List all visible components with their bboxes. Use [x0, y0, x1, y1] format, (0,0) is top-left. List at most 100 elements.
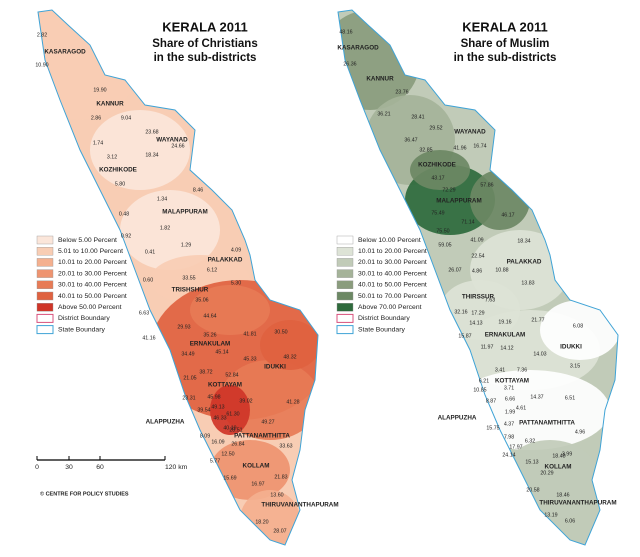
value-label: 14.12 — [500, 345, 513, 351]
district-label: WAYANAD — [454, 129, 486, 136]
value-label: 0.41 — [145, 249, 155, 255]
value-label: 23.31 — [182, 395, 195, 401]
value-label: 2.82 — [37, 32, 47, 38]
legend-swatch — [336, 313, 354, 323]
value-label: 8.09 — [200, 433, 210, 439]
map-subtitle: Share of Christians — [152, 38, 257, 50]
value-label: 52.84 — [225, 372, 238, 378]
legend-swatch — [336, 291, 354, 301]
legend-swatch — [36, 280, 54, 289]
region — [240, 490, 300, 545]
value-label: 24.66 — [171, 143, 184, 149]
district-label: TRISHSHUR — [172, 287, 209, 294]
value-label: 16.09 — [211, 439, 224, 445]
legend-label: State Boundary — [358, 326, 405, 333]
value-label: 44.64 — [203, 313, 216, 319]
value-label: 26.36 — [343, 61, 356, 67]
value-label: 0.92 — [121, 233, 131, 239]
district-label: KANNUR — [96, 101, 124, 108]
value-label: 32.16 — [454, 309, 467, 315]
value-label: 48.16 — [339, 29, 352, 35]
value-label: 10.90 — [35, 62, 48, 68]
district-label: KOTTAYAM — [495, 378, 529, 385]
region — [540, 300, 618, 360]
legend-swatch — [336, 258, 354, 267]
value-label: 39.02 — [239, 398, 252, 404]
region — [260, 320, 318, 370]
value-label: 7.36 — [517, 367, 527, 373]
value-label: 15.13 — [525, 459, 538, 465]
legend-swatch — [36, 258, 54, 267]
value-label: 41.28 — [286, 399, 299, 405]
region — [210, 440, 290, 500]
region — [90, 110, 190, 190]
value-label: 32.85 — [419, 147, 432, 153]
value-label: 20.29 — [540, 470, 553, 476]
value-label: 21.83 — [274, 474, 287, 480]
value-label: 39.54 — [197, 407, 210, 413]
value-label: 13.83 — [521, 280, 534, 286]
district-label: THIRUVANANTHAPURAM — [261, 502, 338, 509]
district-label: IDUKKI — [264, 364, 286, 371]
value-label: 43.17 — [431, 175, 444, 181]
value-label: 8.87 — [486, 398, 496, 404]
value-label: 61.30 — [226, 411, 239, 417]
legend-swatch — [36, 291, 54, 301]
value-label: 38.72 — [199, 369, 212, 375]
legend-label: 5.01 to 10.00 Percent — [58, 248, 123, 255]
value-label: 75.49 — [431, 210, 444, 216]
value-label: 10.85 — [473, 387, 486, 393]
value-label: 35.06 — [195, 297, 208, 303]
value-label: 29.93 — [177, 324, 190, 330]
value-label: 6.51 — [565, 395, 575, 401]
map — [337, 9, 619, 546]
value-label: 6.32 — [525, 438, 535, 444]
district-label: KOLLAM — [545, 464, 572, 471]
value-label: 6.12 — [207, 267, 217, 273]
value-label: 1.82 — [160, 225, 170, 231]
legend-swatch — [36, 303, 54, 312]
value-label: 21.05 — [183, 375, 196, 381]
value-label: 15.87 — [458, 333, 471, 339]
value-label: 14.13 — [469, 320, 482, 326]
state-boundary — [37, 9, 319, 546]
district-label: KOLLAM — [243, 463, 270, 470]
legend-label: District Boundary — [358, 315, 410, 322]
value-label: 26.07 — [448, 267, 461, 273]
legend-swatch — [36, 325, 54, 335]
district-label: IDUKKI — [560, 344, 582, 351]
legend-label: 30.01 to 40.00 Percent — [358, 270, 427, 277]
value-label: 17.97 — [509, 444, 522, 450]
district-label: ALAPPUZHA — [146, 419, 185, 426]
value-label: 75.50 — [436, 228, 449, 234]
value-label: 4.61 — [516, 405, 526, 411]
value-label: 3.41 — [495, 367, 505, 373]
value-label: 9.04 — [121, 115, 131, 121]
value-label: 22.54 — [471, 253, 484, 259]
legend-label: District Boundary — [58, 315, 110, 322]
value-label: 35.26 — [203, 332, 216, 338]
legend-label: 20.01 to 30.00 Percent — [58, 270, 127, 277]
value-label: 10.88 — [495, 267, 508, 273]
value-label: 1.34 — [157, 196, 167, 202]
scale-label: 120 km — [165, 464, 188, 471]
value-label: 19.16 — [498, 319, 511, 325]
value-label: 13.19 — [544, 512, 557, 518]
value-label: 26.84 — [231, 441, 244, 447]
value-label: 46.33 — [213, 415, 226, 421]
value-label: 46.17 — [501, 212, 514, 218]
value-label: 5.30 — [231, 280, 241, 286]
value-label: 5.80 — [115, 181, 125, 187]
legend-label: Above 70.00 Percent — [358, 304, 422, 311]
value-label: 11.97 — [481, 344, 494, 350]
value-label: 40.19 — [223, 425, 236, 431]
value-label: 28.41 — [411, 114, 424, 120]
value-label: 41.09 — [470, 237, 483, 243]
value-label: 5.77 — [210, 458, 220, 464]
value-label: 19.90 — [93, 87, 106, 93]
value-label: 45.33 — [243, 356, 256, 362]
value-label: 3.15 — [570, 363, 580, 369]
value-label: 41.81 — [243, 331, 256, 337]
value-label: 4.86 — [472, 268, 482, 274]
